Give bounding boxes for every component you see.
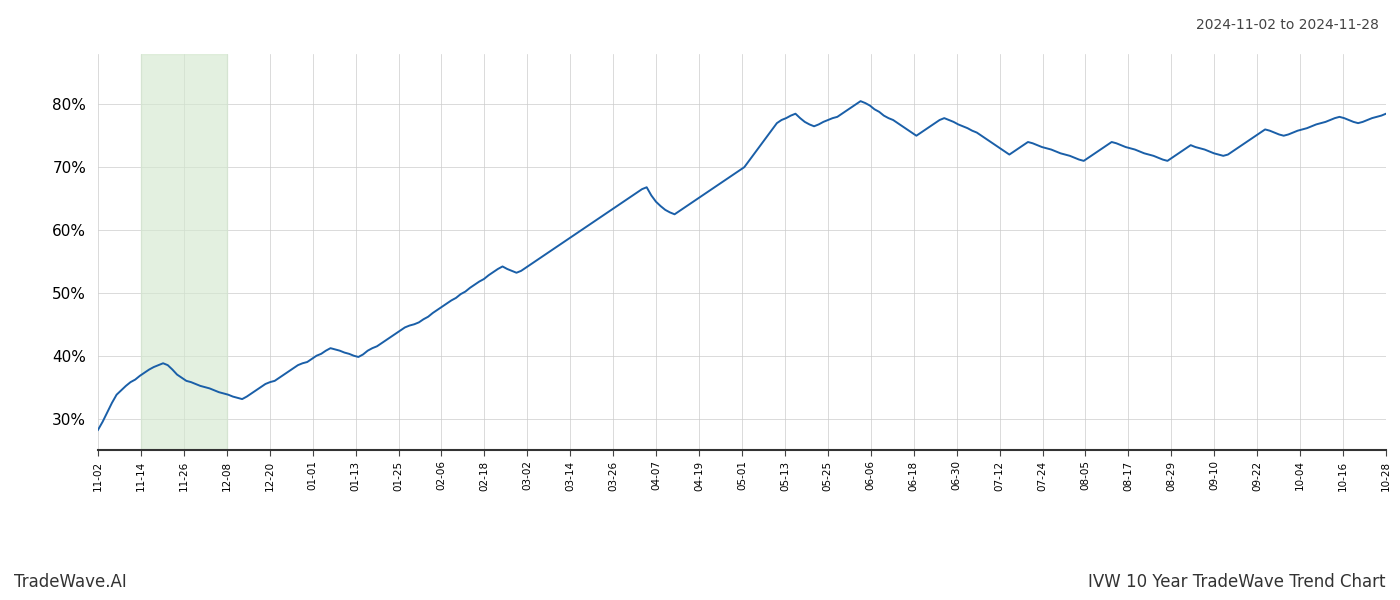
Text: TradeWave.AI: TradeWave.AI (14, 573, 127, 591)
Text: IVW 10 Year TradeWave Trend Chart: IVW 10 Year TradeWave Trend Chart (1089, 573, 1386, 591)
Text: 2024-11-02 to 2024-11-28: 2024-11-02 to 2024-11-28 (1196, 18, 1379, 32)
Bar (141, 54, 227, 450)
